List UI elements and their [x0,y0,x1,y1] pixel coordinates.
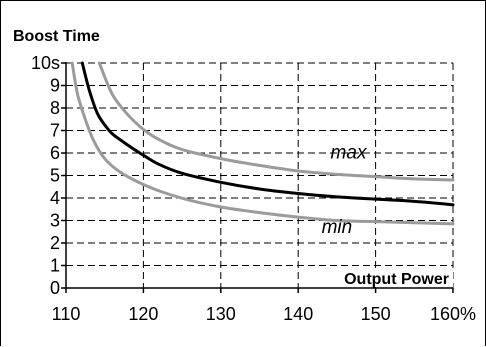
series-line-min [70,61,455,226]
curve-labels: max min [322,143,368,238]
series-line-typical [80,61,455,207]
x-tick-label: 140 [283,304,313,324]
y-tick-label: 4 [50,188,60,208]
y-tick-label: 2 [50,233,60,253]
curve-label-max: max [331,143,368,164]
chart-title: Boost Time [13,28,100,45]
y-tick-label: 0 [50,278,60,298]
y-tick-label: 9 [50,76,60,96]
y-tick-label: 7 [50,121,60,141]
y-tick-label: 10s [31,53,60,73]
x-tick-label: 110 [52,304,81,324]
x-tick-label: 120 [128,304,158,324]
x-tick-label: 160% [430,304,476,324]
series-lines [70,61,455,226]
curve-label-min: min [322,217,353,238]
x-tick-labels: 110 120 130 140 150 160% [52,304,476,324]
axes [61,62,454,293]
x-axis-label: Output Power [344,271,449,288]
y-tick-label: 3 [50,211,60,231]
y-tick-label: 5 [50,166,60,186]
y-tick-label: 8 [50,98,60,118]
x-tick-label: 130 [206,304,236,324]
y-tick-label: 6 [50,143,60,163]
xlabel-background [305,269,453,287]
y-tick-labels: 01 23 45 67 89 10s [31,53,60,298]
series-line-max [97,61,455,182]
x-tick-label: 150 [361,304,391,324]
y-tick-label: 1 [50,256,60,276]
